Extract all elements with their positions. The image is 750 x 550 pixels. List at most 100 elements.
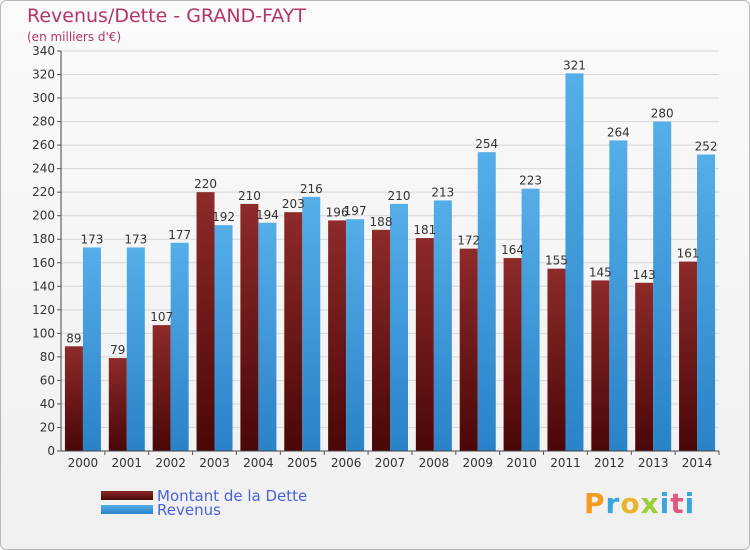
bar-debt-2014: [679, 261, 698, 451]
bar-debt-2004: [240, 203, 259, 451]
y-tick-label-200: 200: [32, 209, 55, 223]
data-label-revenus-2014: 252: [695, 140, 718, 154]
data-label-revenus-2003: 192: [212, 210, 235, 224]
data-label-revenus-2009: 254: [475, 137, 498, 151]
y-tick-label-180: 180: [32, 232, 55, 246]
data-label-revenus-2004: 194: [256, 208, 279, 222]
x-tick-label-2012: 2012: [594, 456, 625, 470]
data-label-debt-2005: 203: [282, 197, 305, 211]
bar-debt-2007: [372, 229, 390, 451]
y-tick-label-240: 240: [32, 162, 55, 176]
x-tick-label-2013: 2013: [638, 456, 669, 470]
legend-swatch-revenus: [101, 505, 153, 514]
y-tick-label-260: 260: [32, 138, 55, 152]
bar-revenus-2006: [346, 219, 365, 451]
y-tick-label-80: 80: [40, 350, 55, 364]
y-tick-label-60: 60: [40, 373, 55, 387]
logo-letter: i: [659, 487, 671, 520]
data-label-debt-2012: 145: [589, 265, 612, 279]
bar-debt-2012: [591, 280, 610, 451]
data-label-debt-2007: 188: [370, 215, 393, 229]
x-tick-label-2004: 2004: [243, 456, 274, 470]
data-label-revenus-2005: 216: [300, 182, 323, 196]
data-label-debt-2013: 143: [633, 268, 656, 282]
data-label-revenus-2007: 210: [388, 189, 411, 203]
logo-letter: i: [684, 487, 696, 520]
legend-swatch-debt: [101, 491, 153, 500]
bar-debt-2010: [503, 258, 522, 451]
bar-revenus-2014: [697, 154, 716, 451]
logo-letter: x: [640, 487, 660, 520]
data-label-revenus-2011: 321: [563, 58, 586, 72]
bar-revenus-2004: [258, 222, 277, 451]
y-tick-label-100: 100: [32, 326, 55, 340]
logo-letter: r: [605, 487, 621, 520]
data-label-revenus-2010: 223: [519, 174, 542, 188]
logo-letter: o: [620, 487, 641, 520]
proxiti-logo: Proxiti: [584, 487, 695, 520]
x-tick-label-2003: 2003: [199, 456, 230, 470]
legend-label-debt: Montant de la Dette: [157, 487, 308, 505]
bar-debt-2009: [459, 248, 478, 451]
bar-revenus-2005: [302, 196, 321, 451]
x-tick-label-2006: 2006: [331, 456, 362, 470]
data-label-debt-2004: 210: [238, 189, 261, 203]
bar-revenus-2013: [653, 121, 672, 452]
bar-revenus-2008: [433, 200, 452, 451]
y-tick-label-280: 280: [32, 115, 55, 129]
bar-debt-2005: [284, 212, 303, 451]
y-tick-label-140: 140: [32, 279, 55, 293]
data-label-revenus-2001: 173: [124, 232, 147, 246]
bar-revenus-2001: [126, 247, 145, 451]
bar-debt-2003: [196, 192, 215, 452]
data-label-revenus-2000: 173: [80, 232, 103, 246]
x-tick-label-2007: 2007: [375, 456, 406, 470]
x-tick-label-2000: 2000: [68, 456, 99, 470]
data-label-debt-2002: 107: [150, 310, 173, 324]
x-tick-label-2008: 2008: [419, 456, 450, 470]
bar-debt-2013: [635, 282, 654, 451]
bar-debt-2001: [108, 358, 127, 451]
bar-debt-2011: [547, 268, 566, 451]
x-tick-label-2002: 2002: [155, 456, 186, 470]
y-tick-label-160: 160: [32, 256, 55, 270]
data-label-revenus-2008: 213: [431, 185, 454, 199]
y-tick-label-320: 320: [32, 68, 55, 82]
bar-revenus-2007: [390, 203, 408, 451]
bar-revenus-2009: [477, 152, 496, 452]
data-label-debt-2001: 79: [110, 343, 125, 357]
bar-revenus-2002: [170, 242, 189, 451]
logo-letter: t: [670, 487, 685, 520]
y-tick-label-340: 340: [32, 44, 55, 58]
y-tick-label-20: 20: [40, 420, 55, 434]
data-label-revenus-2002: 177: [168, 228, 191, 242]
bar-debt-2002: [152, 325, 171, 451]
data-label-debt-2008: 181: [413, 223, 436, 237]
legend-label-revenus: Revenus: [157, 501, 221, 519]
chart-subtitle: (en milliers d'€): [27, 30, 122, 44]
x-tick-label-2014: 2014: [682, 456, 713, 470]
bar-debt-2000: [64, 346, 83, 451]
logo-letter: P: [584, 487, 606, 520]
data-label-revenus-2006: 197: [344, 204, 367, 218]
bar-debt-2006: [328, 220, 347, 451]
bar-revenus-2011: [565, 73, 584, 452]
data-label-debt-2003: 220: [194, 177, 217, 191]
data-label-debt-2009: 172: [457, 234, 480, 248]
y-tick-label-300: 300: [32, 91, 55, 105]
data-label-debt-2006: 196: [326, 205, 349, 219]
bar-revenus-2012: [609, 140, 628, 452]
chart-title: Revenus/Dette - GRAND-FAYT: [27, 5, 306, 27]
bar-debt-2008: [415, 238, 434, 451]
bar-revenus-2010: [521, 188, 540, 451]
x-tick-label-2009: 2009: [462, 456, 493, 470]
data-label-debt-2010: 164: [501, 243, 524, 257]
bar-revenus-2000: [82, 247, 101, 451]
y-tick-label-120: 120: [32, 303, 55, 317]
x-tick-label-2001: 2001: [112, 456, 143, 470]
x-tick-label-2005: 2005: [287, 456, 318, 470]
y-tick-label-40: 40: [40, 397, 55, 411]
y-tick-label-0: 0: [47, 444, 55, 458]
